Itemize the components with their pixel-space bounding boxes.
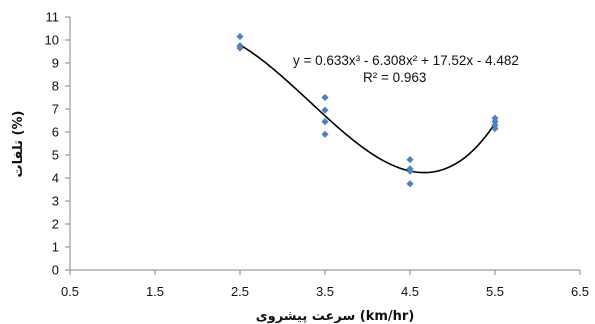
data-point — [491, 124, 499, 133]
x-tick-label: 6.5 — [571, 284, 589, 299]
data-point — [236, 44, 244, 52]
y-tick-label: 3 — [52, 194, 59, 209]
trendline-equation: y = 0.633x³ - 6.308x² + 17.52x - 4.482 — [293, 53, 519, 68]
x-tick-label: 1.5 — [146, 284, 164, 299]
y-tick-label: 11 — [46, 10, 60, 25]
x-tick-label: 2.5 — [231, 284, 249, 299]
data-point — [406, 167, 414, 175]
y-tick-label: 8 — [52, 79, 59, 94]
x-tick-labels: 0.5 1.5 2.5 3.5 4.5 5.5 6.5 — [61, 270, 589, 299]
x-tick-label: 3.5 — [316, 284, 334, 299]
y-tick-label: 2 — [52, 217, 59, 232]
data-point — [321, 118, 329, 126]
data-points — [236, 32, 499, 188]
x-tick-label: 0.5 — [61, 284, 79, 299]
data-point — [321, 130, 329, 138]
data-point — [236, 32, 244, 41]
y-axis-title: تلفات (%) — [11, 111, 26, 178]
data-point — [406, 180, 414, 188]
x-tick-label: 4.5 — [401, 284, 419, 299]
trendline-group — [239, 44, 496, 174]
x-tick-label: 5.5 — [486, 284, 504, 299]
y-tick-label: 10 — [45, 33, 59, 48]
data-point — [321, 106, 329, 114]
y-tick-label: 4 — [52, 171, 59, 186]
data-point — [406, 156, 414, 164]
y-tick-label: 5 — [52, 148, 59, 163]
y-tick-label: 9 — [52, 56, 59, 71]
x-axis-title: سرعت پیشروی (km/hr) — [256, 309, 415, 324]
y-tick-label: 7 — [52, 102, 59, 117]
y-tick-labels: 0 1 2 3 4 5 6 7 8 9 10 11 — [45, 10, 70, 278]
y-tick-label: 1 — [52, 240, 59, 255]
y-tick-label: 6 — [52, 125, 59, 140]
y-tick-label: 0 — [52, 263, 59, 278]
r-squared-label: R² = 0.963 — [363, 70, 426, 85]
trendline — [239, 44, 496, 174]
data-point — [321, 93, 329, 102]
